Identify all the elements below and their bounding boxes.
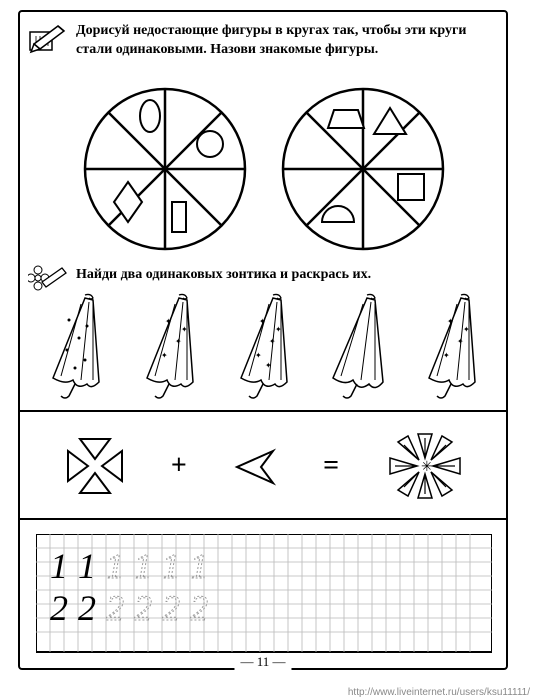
shape-ellipse (140, 100, 160, 132)
umbrella-2: ✦ ✦ ✦ ✦ (129, 290, 214, 400)
svg-text:✦: ✦ (181, 325, 188, 334)
svg-text:1: 1 (162, 546, 180, 586)
svg-text:1: 1 (78, 546, 96, 586)
svg-text:✦: ✦ (463, 325, 470, 334)
shape-rectangle (172, 202, 186, 232)
shape-wheel-left (80, 84, 250, 254)
svg-text:1: 1 (106, 546, 124, 586)
divider-2 (20, 518, 506, 520)
svg-text:✦: ✦ (447, 317, 454, 326)
svg-text:✦: ✦ (259, 317, 266, 326)
umbrella-4 (317, 290, 402, 400)
svg-text:2: 2 (106, 588, 124, 628)
page-border: Дорисуй недостающие фигуры в кругах так,… (18, 10, 508, 670)
watermark-url: http://www.liveinternet.ru/users/ksu1111… (348, 687, 530, 698)
umbrella-row: ✦✦ ✦✦ ✦✦ ✦✦ ✦ (30, 290, 500, 400)
svg-text:1: 1 (50, 546, 68, 586)
maltese-cross-shape (60, 431, 130, 501)
svg-text:2: 2 (190, 588, 208, 628)
svg-text:2: 2 (78, 588, 96, 628)
arrowhead-shape (227, 439, 282, 494)
pencil-pad-icon (28, 22, 68, 54)
equals-sign: = (323, 450, 339, 482)
result-star-shape: ✳ (380, 426, 470, 506)
svg-text:2: 2 (162, 588, 180, 628)
svg-text:1: 1 (134, 546, 152, 586)
svg-text:✦: ✦ (443, 351, 450, 360)
divider-1 (20, 410, 506, 412)
svg-text:2: 2 (134, 588, 152, 628)
svg-text:1: 1 (190, 546, 208, 586)
svg-text:2: 2 (50, 588, 68, 628)
shape-wheel-right (278, 84, 448, 254)
umbrella-5: ✦ ✦ ✦ ✦ (411, 290, 496, 400)
plus-sign: + (171, 450, 187, 482)
shape-square (398, 174, 424, 200)
task1-instruction: Дорисуй недостающие фигуры в кругах так,… (76, 22, 496, 60)
svg-text:✳: ✳ (421, 460, 433, 475)
handwriting-grid: 111111222222 (36, 534, 492, 654)
task2-instruction: Найди два одинаковых зонтика и раскрась … (76, 266, 496, 285)
svg-text:✦: ✦ (165, 317, 172, 326)
page-number: — 11 — (234, 654, 291, 670)
svg-text:✦: ✦ (269, 337, 276, 346)
svg-text:✦: ✦ (265, 361, 272, 370)
worksheet-page: Дорисуй недостающие фигуры в кругах так,… (0, 0, 534, 700)
svg-text:✦: ✦ (255, 351, 262, 360)
svg-text:✦: ✦ (457, 337, 464, 346)
svg-text:✦: ✦ (275, 325, 282, 334)
shape-trapezoid (328, 110, 364, 128)
svg-text:✦: ✦ (175, 337, 182, 346)
shape-circle (197, 131, 223, 157)
umbrella-1 (35, 290, 120, 400)
svg-text:✦: ✦ (161, 351, 168, 360)
shape-equation: + = ✳ (40, 426, 490, 506)
umbrella-3: ✦✦ ✦✦ ✦ (223, 290, 308, 400)
